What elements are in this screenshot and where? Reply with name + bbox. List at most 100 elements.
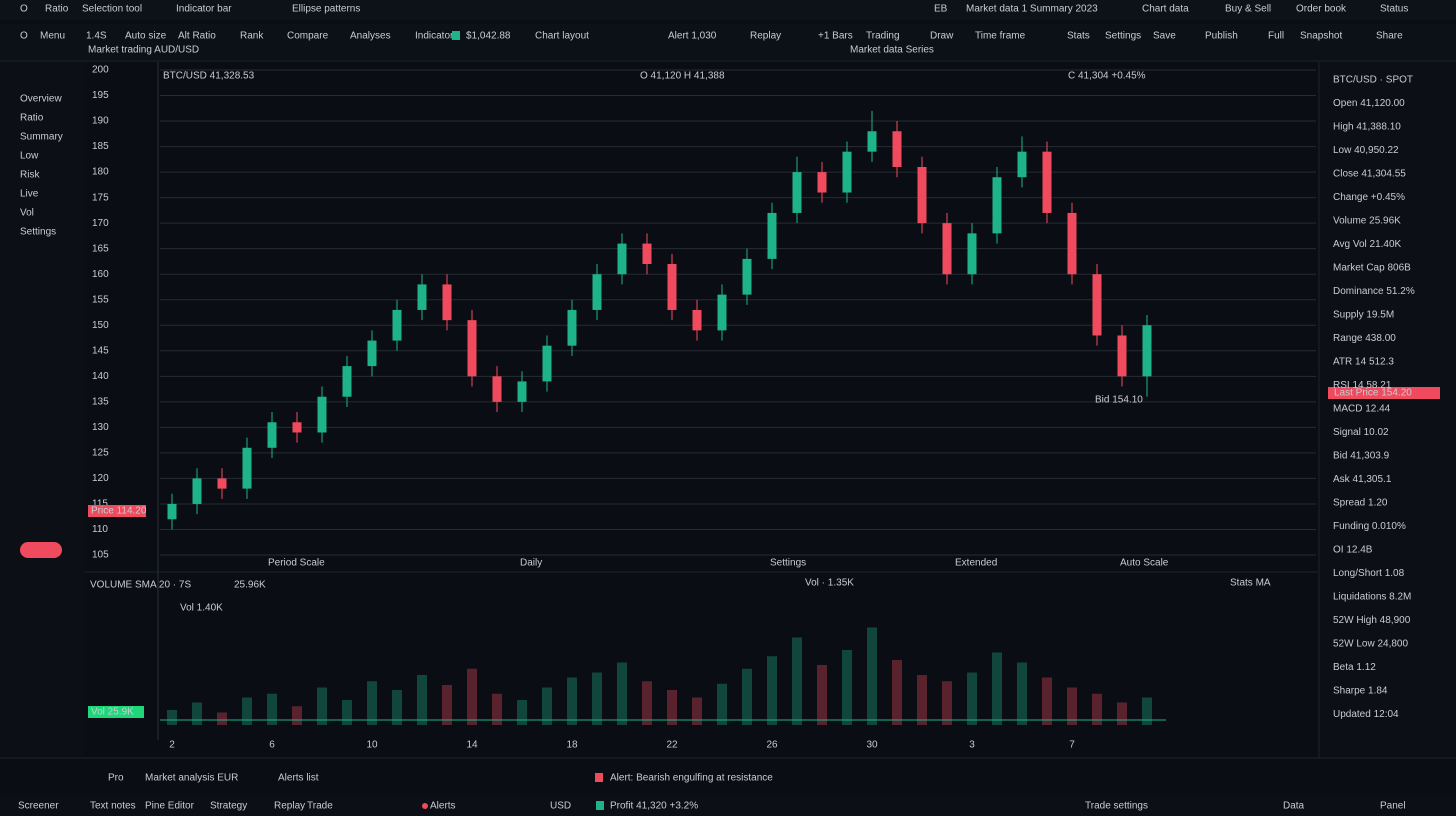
toolbar-button[interactable]: Stats (1067, 31, 1090, 42)
toolbar (0, 24, 1456, 60)
panel-row: Updated 12:04 (1333, 709, 1399, 720)
candle-body (367, 340, 377, 367)
volume-bar (717, 683, 727, 725)
menu-item[interactable]: Chart data (1142, 4, 1189, 15)
bottom-item[interactable]: Replay (274, 801, 305, 812)
menu-item[interactable]: EB (934, 4, 948, 15)
bottom-item[interactable]: Alert: Bearish engulfing at resistance (610, 773, 773, 784)
sidebar-item[interactable]: Risk (20, 170, 40, 181)
toolbar-button[interactable]: Trading (866, 31, 900, 42)
scale-label[interactable]: Period Scale (268, 558, 325, 569)
toolbar-button[interactable]: Compare (287, 31, 329, 42)
bottom-item[interactable]: Screener (18, 801, 59, 812)
volume-bar (392, 690, 402, 725)
y-tick-label: 110 (92, 524, 108, 535)
profit-icon (596, 801, 604, 810)
bottom-item[interactable]: Profit 41,320 +3.2% (610, 801, 698, 812)
sidebar-item[interactable]: Live (20, 189, 39, 200)
toolbar-button[interactable]: Publish (1205, 31, 1238, 42)
toolbar-button[interactable]: Indicator (415, 31, 454, 42)
toolbar-button[interactable]: Chart layout (535, 31, 589, 42)
candle-body (1017, 151, 1027, 178)
volume-bar (742, 668, 752, 725)
volume-bar (842, 650, 852, 725)
volume-bar (467, 668, 477, 725)
bottom-item[interactable]: Market analysis EUR (145, 773, 238, 784)
menu-item[interactable]: Market data 1 Summary 2023 (966, 4, 1098, 15)
menu-item[interactable]: Indicator bar (176, 4, 232, 15)
sidebar-item[interactable]: Vol (20, 208, 34, 219)
volume-bar (542, 687, 552, 725)
bottom-item[interactable]: Trade (307, 801, 333, 812)
scale-label[interactable]: Daily (520, 558, 542, 569)
toolbar-button[interactable]: Menu (40, 31, 65, 42)
menu-item[interactable]: Ratio (45, 4, 69, 15)
volume-bar (1142, 697, 1152, 725)
bottom-item[interactable]: Alerts (430, 801, 456, 812)
toolbar-button[interactable]: +1 Bars (818, 31, 853, 42)
sidebar-item[interactable]: Summary (20, 132, 63, 143)
panel-row: Bid 41,303.9 (1333, 451, 1390, 462)
toolbar-button[interactable]: Full (1268, 31, 1284, 42)
scale-label[interactable]: Settings (770, 558, 806, 569)
bottom-item[interactable]: USD (550, 801, 571, 812)
scale-label[interactable]: Extended (955, 558, 997, 569)
toolbar-button[interactable]: Alert 1,030 (668, 31, 717, 42)
volume-bar (942, 681, 952, 725)
toolbar-button[interactable]: Save (1153, 31, 1176, 42)
toolbar-button[interactable]: Replay (750, 31, 781, 42)
toolbar-button[interactable]: Snapshot (1300, 31, 1342, 42)
bottom-item[interactable]: Pine Editor (145, 801, 195, 812)
bottom-item[interactable]: Data (1283, 801, 1305, 812)
menu-item[interactable]: Ellipse patterns (292, 4, 360, 15)
sidebar-item[interactable]: Settings (20, 227, 56, 238)
candle-body (792, 172, 802, 213)
bottom-item[interactable]: Panel (1380, 801, 1406, 812)
candle-body (642, 243, 652, 264)
menu-item[interactable]: Selection tool (82, 4, 142, 15)
sidebar-item[interactable]: Low (20, 151, 39, 162)
bottom-item[interactable]: Pro (108, 773, 124, 784)
y-tick-label: 115 (92, 499, 108, 510)
y-tick-label: 105 (92, 550, 109, 561)
bottom-item[interactable]: Alerts list (278, 773, 319, 784)
price-tag-text: Price 114.20 (91, 506, 147, 517)
sidebar-item[interactable]: Ratio (20, 113, 44, 124)
y-tick-label: 125 (92, 448, 109, 459)
bottom-item[interactable]: Trade settings (1085, 801, 1148, 812)
panel-row: RSI 14 58.21 (1333, 380, 1392, 391)
toolbar-button[interactable]: Settings (1105, 31, 1141, 42)
toolbar-button[interactable]: Analyses (350, 31, 391, 42)
toolbar-button[interactable]: 1.4S (86, 31, 107, 42)
toolbar-button[interactable]: Auto size (125, 31, 167, 42)
candle-body (842, 151, 852, 193)
menu-item[interactable]: O (20, 4, 28, 15)
toolbar-button[interactable]: Alt Ratio (178, 31, 216, 42)
top-bar (0, 0, 1456, 20)
candle-body (292, 422, 302, 433)
volume-bar (267, 693, 277, 725)
menu-item[interactable]: Buy & Sell (1225, 4, 1271, 15)
toolbar-button[interactable]: Rank (240, 31, 264, 42)
bottom-item[interactable]: Text notes (90, 801, 136, 812)
toolbar-button[interactable]: Share (1376, 31, 1403, 42)
menu-item[interactable]: Status (1380, 4, 1408, 15)
toolbar-button[interactable]: O (20, 31, 28, 42)
toolbar-button[interactable]: Time frame (975, 31, 1026, 42)
candle-body (867, 131, 877, 152)
candle-body (717, 294, 727, 331)
sidebar-item[interactable]: Overview (20, 94, 62, 105)
candle-body (817, 172, 827, 193)
volume-tag (88, 706, 144, 718)
menu-item[interactable]: Order book (1296, 4, 1347, 15)
panel-row: Supply 19.5M (1333, 310, 1394, 321)
candle-body (342, 366, 352, 397)
y-tick-label: 185 (92, 141, 109, 152)
action-button[interactable] (20, 542, 62, 558)
bottom-item[interactable]: Strategy (210, 801, 247, 812)
scale-label[interactable]: Auto Scale (1120, 558, 1169, 569)
toolbar-button[interactable]: Draw (930, 31, 954, 42)
toolbar-button[interactable]: $1,042.88 (466, 31, 511, 42)
panel-row: Market Cap 806B (1333, 263, 1411, 274)
